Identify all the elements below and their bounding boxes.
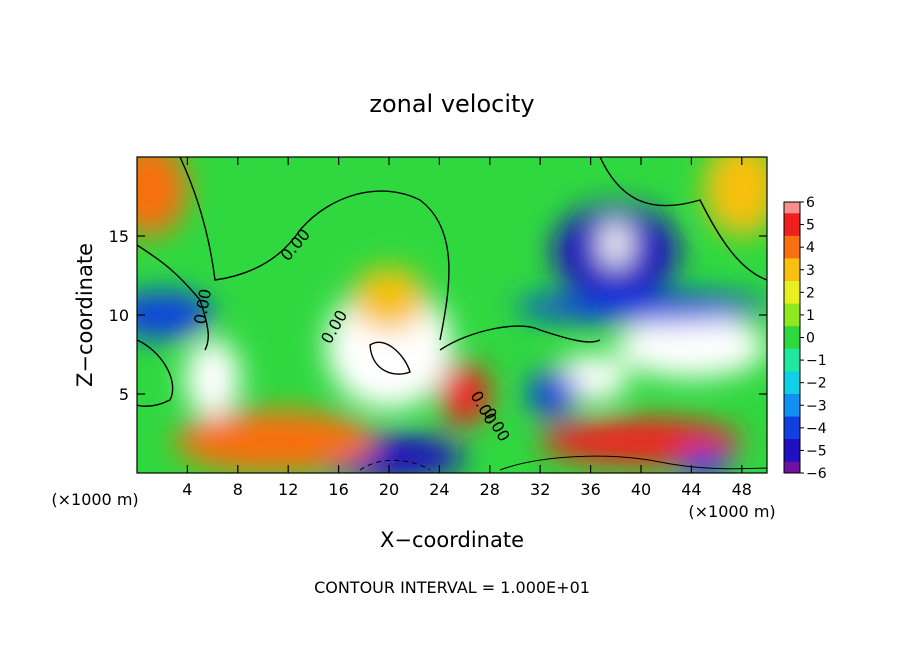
y-axis: 5 10 15: [109, 227, 767, 404]
colorbar-segment: [784, 427, 800, 440]
x-tick-label: 40: [631, 480, 651, 499]
colorbar-segment: [784, 416, 800, 429]
x-tick-label: 4: [182, 480, 192, 499]
colorbar-segment: [784, 439, 800, 451]
field-blob: [527, 370, 578, 418]
field-blob: [137, 291, 213, 339]
colorbar-ticks: 6 5 4 3 2 1 0 −1 −2 −3 −4 −5 −6: [800, 195, 827, 482]
field-blob: [600, 220, 631, 268]
zero-contour-line: [369, 341, 411, 375]
colorbar-segment: [784, 371, 800, 384]
velocity-field: [137, 157, 767, 473]
colorbar-tick-label: 3: [806, 263, 815, 279]
colorbar-tick-label: 5: [806, 218, 815, 234]
colorbar-tick-label: −5: [806, 443, 827, 459]
x-tick-label: 24: [429, 480, 449, 499]
colorbar-segment: [784, 213, 800, 226]
field-blob: [615, 315, 767, 379]
x-tick-label: 16: [328, 480, 348, 499]
field-blob: [351, 267, 427, 331]
colorbar-tick-label: −1: [806, 353, 827, 369]
colorbar-segment: [784, 224, 800, 237]
x-tick-label: 48: [732, 480, 752, 499]
x-tick-label: 12: [278, 480, 298, 499]
colorbar-tick-label: −4: [806, 421, 827, 437]
field-blob: [678, 449, 730, 473]
zero-contour-line: [179, 157, 450, 341]
x-axis-label: X−coordinate: [380, 528, 524, 552]
field-blob: [174, 409, 377, 473]
colorbar-segment: [784, 281, 800, 293]
chart-title: zonal velocity: [369, 90, 534, 118]
colorbar-segment: [784, 450, 800, 463]
colorbar-segment: [784, 202, 800, 214]
colorbar-segment: [784, 235, 800, 248]
x-tick-label: 36: [580, 480, 600, 499]
colorbar-segment: [784, 337, 800, 350]
colorbar-tick-label: 6: [806, 195, 815, 211]
colorbar-segment: [784, 461, 800, 474]
field-blob: [137, 157, 188, 236]
field-blob: [704, 157, 767, 236]
zero-contour-line: [599, 157, 767, 281]
colorbar-segment: [784, 326, 800, 338]
colorbar-segment: [784, 292, 800, 305]
field-blob: [515, 291, 767, 323]
colorbar-tick-label: 2: [806, 285, 815, 301]
y-axis-label: Z−coordinate: [73, 243, 97, 387]
colorbar-tick-label: 1: [806, 308, 815, 324]
zero-contour-line: [137, 339, 174, 407]
x-tick-label: 32: [530, 480, 550, 499]
colorbar-segment: [784, 360, 800, 372]
x-axis: 4 8 12 16 20 24 28 32 36 40 44 48: [182, 157, 752, 499]
colorbar-segment: [784, 258, 800, 271]
zero-contour-line: [439, 325, 601, 351]
zero-contour-line: [499, 455, 767, 471]
colorbar-segment: [784, 405, 800, 418]
colorbar-segment: [784, 314, 800, 327]
colorbar-segment: [784, 393, 800, 406]
x-tick-label: 8: [233, 480, 243, 499]
colorbar-segment: [784, 303, 800, 316]
x-tick-label: 20: [379, 480, 399, 499]
colorbar-tick-label: −3: [806, 398, 827, 414]
x-unit-left: (×1000 m): [51, 490, 138, 509]
field-blob: [439, 362, 490, 426]
colorbar-tick-label: 0: [806, 331, 815, 347]
colorbar: [783, 201, 801, 474]
x-unit-right: (×1000 m): [688, 502, 775, 521]
contour-interval-note: CONTOUR INTERVAL = 1.000E+01: [314, 578, 590, 597]
y-tick-label: 10: [109, 306, 129, 325]
colorbar-tick-label: 4: [806, 240, 815, 256]
dashed-contour-line: [359, 459, 431, 471]
colorbar-segment: [784, 348, 800, 361]
colorbar-segment: [784, 269, 800, 282]
y-tick-label: 15: [109, 227, 129, 246]
colorbar-segment: [784, 247, 800, 259]
x-tick-label: 44: [681, 480, 701, 499]
y-tick-label: 5: [119, 385, 129, 404]
colorbar-tick-label: −2: [806, 376, 827, 392]
colorbar-segment: [784, 382, 800, 395]
zero-contour-line: [137, 244, 209, 351]
colorbar-tick-label: −6: [806, 466, 827, 482]
x-tick-label: 28: [480, 480, 500, 499]
field-blob: [184, 338, 241, 418]
